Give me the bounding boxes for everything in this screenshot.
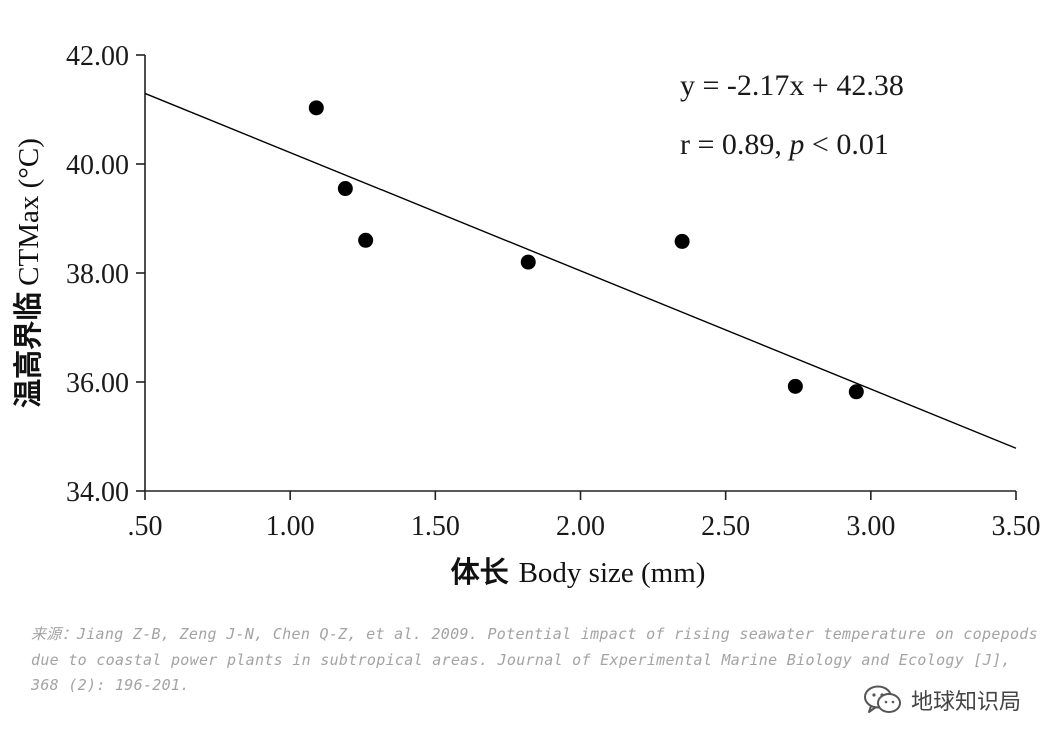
data-point	[674, 233, 690, 249]
y-tick-label: 42.00	[66, 41, 129, 72]
x-tick-label: 2.50	[701, 511, 750, 542]
scatter-chart: 34.00 36.00 38.00 40.00 42.00 .50 1.00 1.50 2.0…	[11, 41, 1041, 589]
data-point	[308, 100, 324, 116]
y-tick-label: 38.00	[66, 259, 129, 290]
y-tick-label: 40.00	[66, 150, 129, 181]
data-point	[848, 384, 864, 400]
data-point	[337, 181, 353, 197]
x-tick-label: 1.50	[411, 511, 460, 542]
x-tick-label: 3.50	[992, 511, 1041, 542]
watermark-text: 地球知识局	[910, 690, 1021, 715]
y-ticks: 34.00 36.00 38.00 40.00 42.00	[66, 41, 145, 508]
watermark: 地球知识局	[863, 684, 1021, 716]
y-tick-label: 36.00	[66, 368, 129, 399]
data-point	[787, 378, 803, 394]
data-point	[358, 232, 374, 248]
regression-line	[144, 92, 1017, 449]
x-axis-title: 体长 Body size (mm)	[451, 555, 706, 589]
x-tick-label: 1.00	[266, 511, 315, 542]
x-tick-label: 2.00	[556, 511, 605, 542]
chart-axes	[144, 55, 1016, 492]
y-tick-label: 34.00	[66, 477, 129, 508]
regression-equation: y = -2.17x + 42.38	[680, 69, 904, 102]
x-ticks: .50 1.00 1.50 2.00 2.50 3.00 3.50	[128, 491, 1041, 542]
data-point	[520, 254, 536, 270]
x-tick-label: 3.00	[846, 511, 895, 542]
x-tick-label: .50	[128, 511, 163, 542]
source-citation: 来源：Jiang Z-B, Zeng J-N, Chen Q-Z, et al.…	[31, 625, 1038, 694]
y-axis-title: 温高界临CTMax (°C)	[11, 138, 45, 408]
correlation-stats: r = 0.89, p < 0.01	[680, 128, 889, 161]
wechat-icon	[863, 685, 901, 713]
data-points	[308, 100, 864, 400]
